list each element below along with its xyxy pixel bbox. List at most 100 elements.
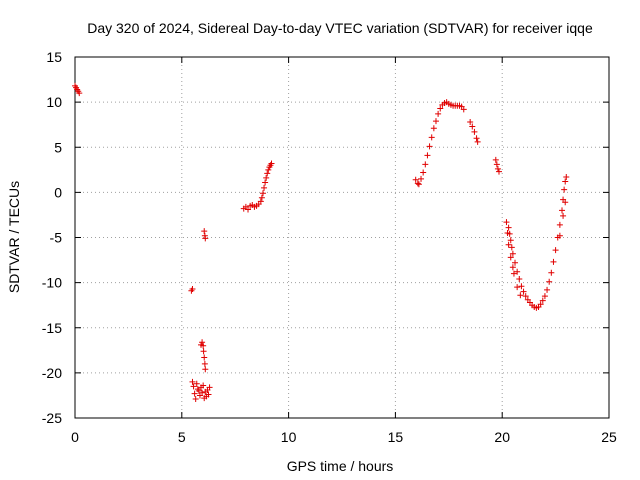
data-point: [559, 207, 566, 214]
data-point: [546, 278, 553, 285]
data-point: [414, 180, 421, 187]
data-point: [205, 391, 212, 398]
data-series: [72, 82, 570, 403]
data-point: [467, 118, 474, 125]
data-point: [200, 348, 207, 355]
y-tick-label: -20: [42, 365, 62, 381]
data-point: [561, 186, 568, 193]
data-point: [268, 160, 275, 167]
data-point: [193, 380, 200, 387]
gridlines: [75, 57, 609, 418]
data-point: [507, 254, 514, 261]
data-point: [202, 235, 209, 242]
data-point: [430, 125, 437, 132]
data-point: [544, 286, 551, 293]
y-tick-label: 5: [54, 139, 62, 155]
data-point: [437, 105, 444, 112]
data-point: [474, 138, 481, 145]
data-point: [503, 219, 510, 226]
data-point: [191, 390, 198, 397]
data-point: [539, 297, 546, 304]
y-tick-label: 15: [46, 49, 62, 65]
data-point: [418, 175, 425, 182]
data-point: [492, 156, 499, 163]
data-point: [460, 106, 467, 113]
data-point: [200, 342, 207, 349]
data-point: [504, 229, 511, 236]
data-point: [508, 244, 515, 251]
x-tick-labels: 0 5 10 15 20 25: [71, 429, 617, 445]
data-point: [206, 384, 213, 391]
data-point: [200, 382, 207, 389]
data-point: [562, 178, 569, 185]
data-point: [420, 169, 427, 176]
data-point: [76, 90, 83, 97]
data-point: [263, 174, 270, 181]
data-point: [514, 268, 521, 275]
y-tick-label: -10: [42, 275, 62, 291]
data-point: [435, 110, 442, 117]
data-point: [245, 206, 252, 213]
data-point: [552, 247, 559, 254]
data-point: [257, 198, 264, 205]
y-tick-label: -25: [42, 410, 62, 426]
data-point: [560, 212, 567, 219]
y-tick-label: -15: [42, 320, 62, 336]
data-point: [507, 237, 514, 244]
x-tick-label: 25: [601, 429, 617, 445]
data-point: [202, 366, 209, 373]
data-point: [494, 165, 501, 172]
data-point: [261, 184, 268, 191]
data-point: [199, 339, 206, 346]
data-point: [258, 194, 265, 201]
data-point: [189, 378, 196, 385]
data-point: [471, 128, 478, 135]
data-point: [265, 166, 272, 173]
y-tick-label: 10: [46, 94, 62, 110]
data-point: [522, 293, 529, 300]
x-tick-label: 10: [281, 429, 297, 445]
data-point: [516, 276, 523, 283]
y-tick-labels: -25 -20 -15 -10 -5 0 5 10 15: [42, 49, 62, 426]
data-point: [195, 387, 202, 394]
data-point: [495, 168, 502, 175]
data-point: [428, 134, 435, 141]
data-point: [512, 259, 519, 266]
x-tick-label: 0: [71, 429, 79, 445]
axis-ticks: [74, 56, 610, 419]
data-point: [469, 123, 476, 130]
data-point: [199, 389, 206, 396]
data-point: [473, 135, 480, 142]
data-point: [514, 284, 521, 291]
y-tick-label: -5: [50, 230, 63, 246]
y-tick-label: 0: [54, 184, 62, 200]
data-point: [264, 170, 271, 177]
data-point: [493, 161, 500, 168]
data-point: [426, 143, 433, 150]
data-point: [432, 118, 439, 125]
data-point: [548, 269, 555, 276]
data-point: [201, 360, 208, 367]
data-point: [262, 179, 269, 186]
data-point: [562, 199, 569, 206]
data-point: [509, 250, 516, 257]
x-axis-label: GPS time / hours: [287, 458, 394, 474]
y-axis-label: SDTVAR / TECUs: [6, 181, 22, 293]
data-point: [537, 301, 544, 308]
data-point: [556, 232, 563, 239]
x-tick-label: 5: [178, 429, 186, 445]
data-point: [556, 221, 563, 228]
data-point: [259, 190, 266, 197]
data-point: [422, 161, 429, 168]
data-point: [518, 283, 525, 290]
data-point: [424, 152, 431, 159]
data-point: [415, 181, 422, 188]
data-point: [520, 288, 527, 295]
data-point: [510, 270, 517, 277]
data-point: [201, 228, 208, 235]
data-point: [201, 354, 208, 361]
data-point: [189, 285, 196, 292]
data-point: [505, 224, 512, 231]
data-point: [505, 241, 512, 248]
